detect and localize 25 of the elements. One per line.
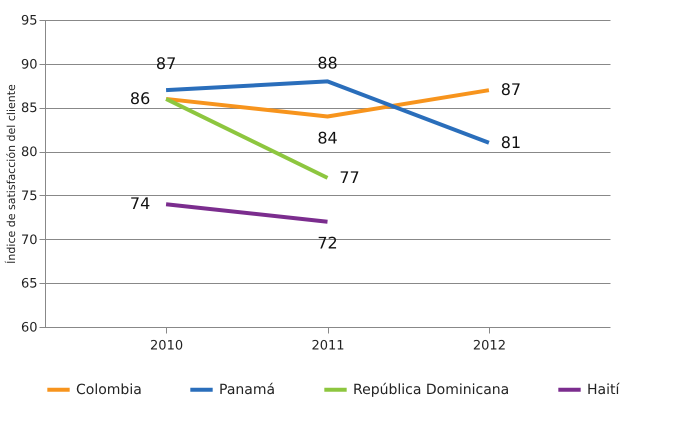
legend-label: Colombia: [76, 382, 142, 398]
y-axis-title: Índice de satisfacción del cliente: [4, 84, 18, 264]
data-label: 74: [130, 194, 150, 214]
x-tick-label: 2012: [472, 338, 506, 354]
data-label: 77: [339, 168, 360, 187]
data-label: 87: [156, 54, 176, 74]
x-tick-label: 2010: [150, 338, 184, 354]
y-tick-label: 95: [20, 14, 38, 28]
data-label: 81: [500, 132, 522, 152]
y-tick-label: 85: [20, 101, 38, 116]
data-label: 86: [130, 88, 150, 108]
y-tick-label: 70: [20, 232, 38, 248]
data-label: 72: [317, 234, 338, 253]
y-tick-label: 90: [20, 57, 38, 72]
data-label: 87: [500, 80, 522, 100]
y-tick-label: 80: [20, 145, 38, 160]
y-tick-label: 75: [20, 188, 38, 204]
x-tick-label: 2011: [311, 338, 345, 354]
legend-label: República Dominicana: [353, 382, 510, 398]
legend-label: Haití: [587, 382, 620, 398]
y-tick-label: 65: [20, 276, 38, 292]
data-label: 84: [317, 128, 338, 148]
legend-label: Panamá: [219, 382, 276, 398]
y-tick-label: 60: [20, 320, 38, 336]
data-label: 88: [317, 53, 338, 72]
